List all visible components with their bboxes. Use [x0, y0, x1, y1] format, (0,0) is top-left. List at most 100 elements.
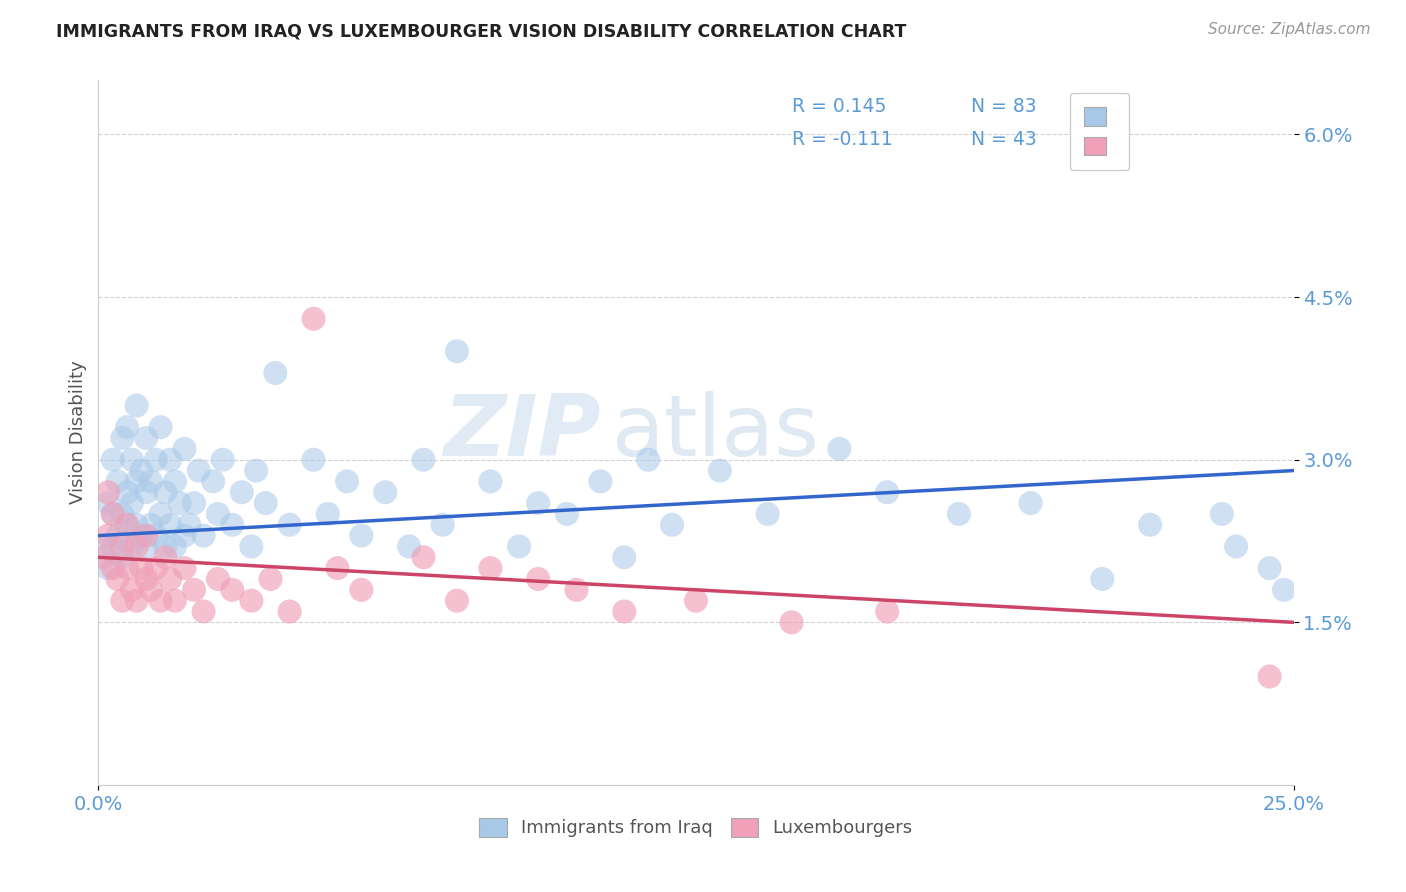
Text: N = 83: N = 83 [972, 97, 1036, 116]
Point [398, 540, 420, 554]
Point [326, 561, 349, 575]
Point [135, 431, 157, 445]
Y-axis label: Vision Disability: Vision Disability [69, 360, 87, 505]
Point [187, 464, 209, 478]
Point [412, 550, 434, 565]
Point [446, 593, 468, 607]
Point [115, 485, 138, 500]
Point [1139, 517, 1161, 532]
Point [125, 475, 148, 489]
Point [101, 507, 124, 521]
Point [149, 420, 172, 434]
Point [1211, 507, 1233, 521]
Point [527, 572, 550, 586]
Point [221, 517, 243, 532]
Legend: Immigrants from Iraq, Luxembourgers: Immigrants from Iraq, Luxembourgers [471, 809, 921, 847]
Point [207, 507, 229, 521]
Text: IMMIGRANTS FROM IRAQ VS LUXEMBOURGER VISION DISABILITY CORRELATION CHART: IMMIGRANTS FROM IRAQ VS LUXEMBOURGER VIS… [56, 22, 907, 40]
Point [254, 496, 277, 510]
Point [131, 561, 153, 575]
Point [173, 561, 195, 575]
Point [240, 540, 263, 554]
Point [131, 528, 153, 542]
Point [1091, 572, 1114, 586]
Point [145, 528, 167, 542]
Point [302, 311, 325, 326]
Point [139, 517, 162, 532]
Point [91, 550, 114, 565]
Point [245, 464, 267, 478]
Point [479, 561, 502, 575]
Point [1272, 582, 1295, 597]
Point [135, 485, 157, 500]
Point [163, 540, 186, 554]
Point [193, 528, 215, 542]
Point [97, 496, 120, 510]
Point [336, 475, 359, 489]
Point [169, 496, 191, 510]
Point [115, 517, 138, 532]
Point [756, 507, 779, 521]
Text: N = 43: N = 43 [972, 130, 1036, 149]
Point [121, 496, 143, 510]
Point [159, 572, 181, 586]
Text: R = 0.145: R = 0.145 [792, 97, 886, 116]
Point [173, 442, 195, 456]
Point [131, 464, 153, 478]
Point [432, 517, 454, 532]
Point [145, 561, 167, 575]
Point [111, 550, 134, 565]
Point [183, 496, 205, 510]
Point [125, 540, 148, 554]
Point [211, 452, 233, 467]
Point [135, 528, 157, 542]
Point [111, 431, 134, 445]
Point [101, 540, 124, 554]
Point [259, 572, 281, 586]
Point [125, 399, 148, 413]
Point [1019, 496, 1042, 510]
Point [107, 572, 129, 586]
Point [97, 561, 120, 575]
Point [350, 582, 373, 597]
Point [121, 540, 143, 554]
Point [155, 540, 177, 554]
Point [159, 517, 181, 532]
Point [479, 475, 502, 489]
Point [135, 540, 157, 554]
Point [264, 366, 287, 380]
Text: Source: ZipAtlas.com: Source: ZipAtlas.com [1208, 22, 1371, 37]
Point [111, 593, 134, 607]
Point [135, 572, 157, 586]
Point [613, 550, 636, 565]
Point [316, 507, 339, 521]
Point [685, 593, 707, 607]
Point [111, 540, 134, 554]
Point [508, 540, 530, 554]
Point [179, 517, 201, 532]
Point [876, 485, 898, 500]
Point [412, 452, 434, 467]
Point [163, 475, 186, 489]
Point [193, 605, 215, 619]
Point [91, 540, 114, 554]
Point [1258, 669, 1281, 683]
Point [565, 582, 588, 597]
Point [446, 344, 468, 359]
Point [149, 593, 172, 607]
Point [221, 582, 243, 597]
Text: ZIP: ZIP [443, 391, 600, 475]
Point [202, 475, 225, 489]
Text: atlas: atlas [613, 391, 820, 475]
Point [107, 475, 129, 489]
Point [948, 507, 970, 521]
Point [125, 517, 148, 532]
Point [613, 605, 636, 619]
Point [278, 605, 301, 619]
Point [121, 452, 143, 467]
Point [661, 517, 683, 532]
Point [709, 464, 731, 478]
Point [302, 452, 325, 467]
Text: R = -0.111: R = -0.111 [792, 130, 893, 149]
Point [173, 528, 195, 542]
